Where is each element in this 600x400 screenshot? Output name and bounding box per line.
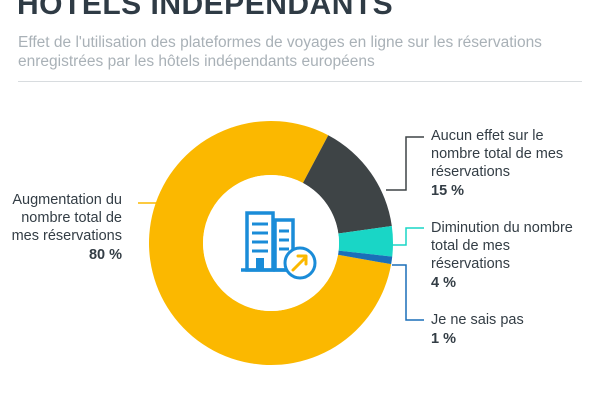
trend-up-arrow-icon <box>285 248 315 278</box>
leader-diminution <box>392 228 424 245</box>
label-ne-sais-pas: Je ne sais pas 1 % <box>431 311 581 348</box>
label-aucun-effet-text: Aucun effet sur le nombre total de mes r… <box>431 127 581 181</box>
label-aucun-effet-value: 15 % <box>431 182 581 200</box>
leader-aucun-effet <box>386 137 424 190</box>
label-augmentation: Augmentation du nombre total de mes rése… <box>0 191 122 264</box>
label-aucun-effet: Aucun effet sur le nombre total de mes r… <box>431 127 581 200</box>
leader-ne-sais-pas <box>392 265 424 320</box>
donut-hole <box>203 175 339 311</box>
label-ne-sais-pas-value: 1 % <box>431 330 581 348</box>
label-diminution-value: 4 % <box>431 274 581 292</box>
label-diminution: Diminution du nombre total de mes réserv… <box>431 219 581 292</box>
label-augmentation-text: Augmentation du nombre total de mes rése… <box>0 191 122 245</box>
label-augmentation-value: 80 % <box>0 246 122 264</box>
label-ne-sais-pas-text: Je ne sais pas <box>431 311 581 329</box>
label-diminution-text: Diminution du nombre total de mes réserv… <box>431 219 581 273</box>
